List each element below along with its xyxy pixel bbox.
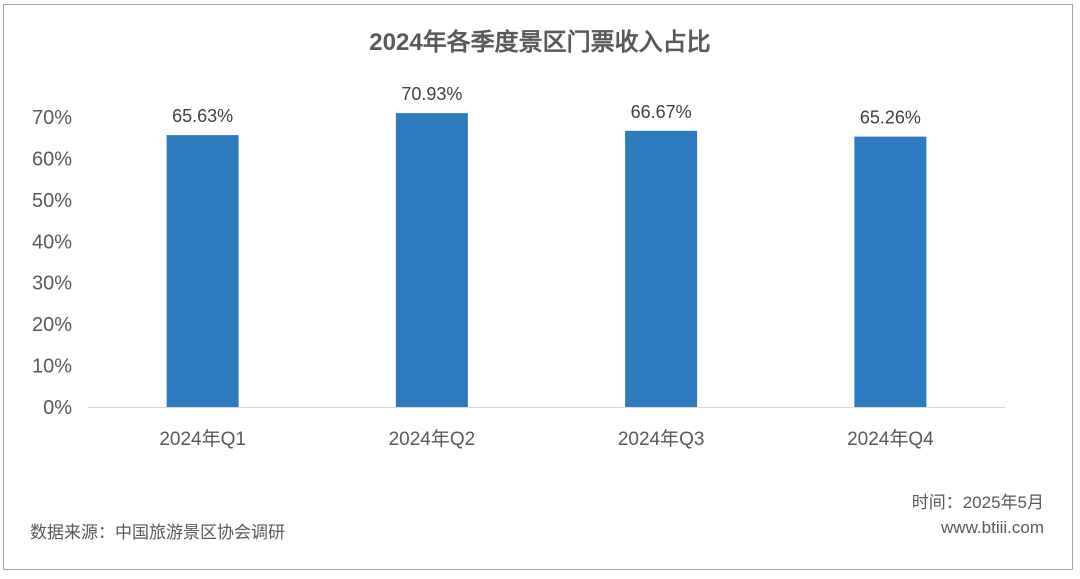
y-tick-label: 20% <box>32 314 72 336</box>
bar <box>166 135 239 407</box>
data-label: 66.67% <box>631 102 692 122</box>
time-note: 时间：2025年5月 <box>911 493 1044 512</box>
data-label: 65.63% <box>172 106 233 126</box>
y-tick-label: 70% <box>32 107 72 129</box>
source-note: 数据来源：中国旅游景区协会调研 <box>30 523 285 542</box>
x-tick-label: 2024年Q3 <box>618 428 705 450</box>
data-label: 65.26% <box>860 108 921 128</box>
y-tick-label: 50% <box>32 190 72 212</box>
x-tick-label: 2024年Q2 <box>389 428 476 450</box>
y-tick-label: 40% <box>32 231 72 253</box>
y-tick-label: 30% <box>32 273 72 295</box>
chart-title: 2024年各季度景区门票收入占比 <box>369 29 711 56</box>
x-tick-label: 2024年Q1 <box>159 428 246 450</box>
y-tick-label: 60% <box>32 148 72 170</box>
chart-frame <box>3 4 1073 570</box>
bar <box>854 136 927 407</box>
x-tick-label: 2024年Q4 <box>847 428 934 450</box>
bar <box>625 130 698 407</box>
site-url: www.btiii.com <box>941 518 1044 537</box>
y-tick-label: 10% <box>32 356 72 378</box>
bar <box>395 113 468 407</box>
data-label: 70.93% <box>401 84 462 104</box>
y-tick-label: 0% <box>43 397 72 419</box>
